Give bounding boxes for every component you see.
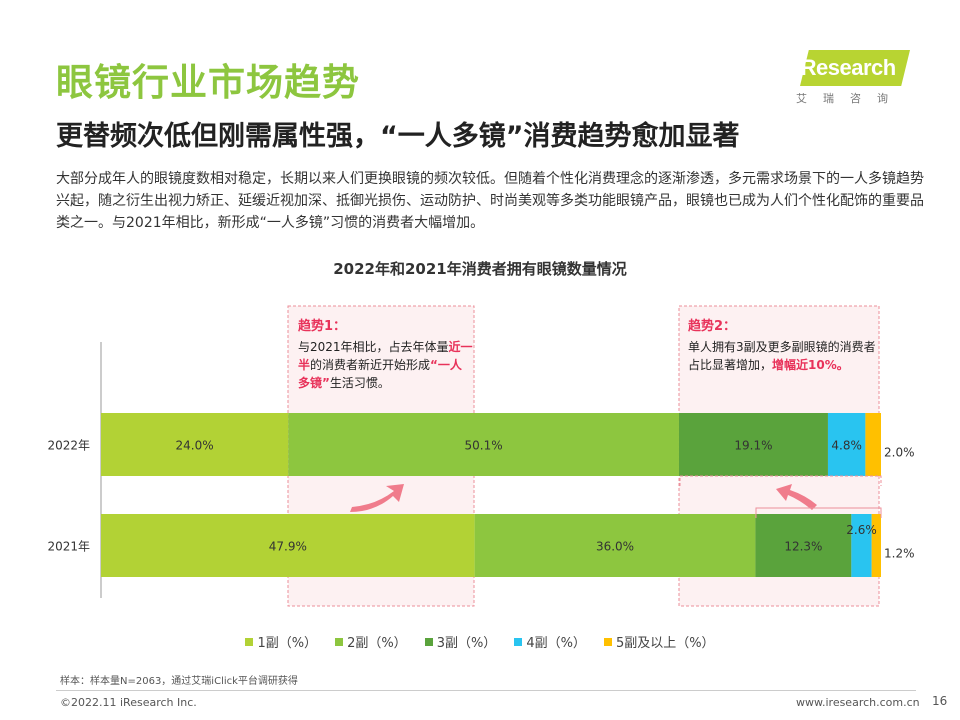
- bar-segment: [851, 514, 872, 577]
- trend1-highlight-2: “一人多镜”: [298, 358, 462, 390]
- trend1-text-2: 的消费者新近开始形成: [310, 358, 431, 372]
- trend2-callout: 趋势2： 单人拥有3副及更多副眼镜的消费者占比显著增加，增幅近10%。: [688, 318, 876, 374]
- bar-segment: [827, 413, 866, 476]
- bar-value-label: 4.8%: [831, 439, 862, 453]
- trend2-bracket-bottom: [755, 507, 882, 518]
- legend-label: 4副（%）: [526, 636, 586, 651]
- bar-segment: [101, 514, 475, 577]
- category-label: 2021年: [47, 540, 90, 554]
- website-text: www.iresearch.com.cn: [796, 696, 920, 709]
- footer-divider: [56, 690, 916, 691]
- trend1-text-3: 生活习惯。: [329, 376, 390, 390]
- logo-badge: [800, 50, 910, 86]
- bar-value-label: 47.9%: [269, 540, 307, 554]
- bar-value-label: 50.1%: [465, 439, 503, 453]
- trend1-callout: 趋势1： 与2021年相比，占去年体量近一半的消费者新近开始形成“一人多镜”生活…: [298, 318, 473, 392]
- trend2-text-1: 单人拥有3副及更多副眼镜的消费者占比显著增加，: [688, 340, 876, 372]
- legend-swatch: [245, 638, 254, 646]
- legend-swatch: [424, 638, 433, 646]
- legend-swatch: [335, 638, 344, 646]
- bar-segment: [871, 514, 881, 577]
- bar-value-label: 12.3%: [784, 540, 822, 554]
- bar-segment: [101, 413, 289, 476]
- bar-segment: [865, 413, 881, 476]
- trend2-highlight-1: 增幅近10%。: [772, 358, 849, 372]
- trend2-curved-arrow: [776, 484, 817, 510]
- copyright-text: ©2022.11 iResearch Inc.: [60, 696, 197, 709]
- trend2-heading: 趋势2：: [688, 319, 737, 334]
- bar-segment: [755, 514, 852, 577]
- trend2-body: 单人拥有3副及更多副眼镜的消费者占比显著增加，增幅近10%。: [688, 338, 876, 374]
- legend-label: 2副（%）: [347, 636, 407, 651]
- legend-swatch: [603, 638, 612, 646]
- legend-label: 1副（%）: [257, 636, 318, 651]
- legend-swatch: [514, 638, 523, 646]
- legend-label: 3副（%）: [436, 636, 497, 651]
- page-subtitle: 更替频次低但刚需属性强，“一人多镜”消费趋势愈加显著: [56, 121, 740, 152]
- trend1-heading: 趋势1：: [298, 319, 347, 334]
- trend1-curved-arrow: [350, 484, 404, 512]
- legend-item: 3副（%）: [424, 632, 497, 651]
- category-label-group: 2022年 2021年: [47, 439, 90, 554]
- intro-paragraph: 大部分成年人的眼镜度数相对稳定，长期以来人们更换眼镜的频次较低。但随着个性化消费…: [56, 171, 924, 231]
- logo-brand: iResearch: [795, 55, 896, 80]
- bar-segment: [474, 514, 756, 577]
- bar-value-label: 36.0%: [596, 540, 634, 554]
- bar-label-group: 24.0% 50.1% 19.1% 4.8% 2.0% 47.9% 36.0% 12.3% 2.…: [176, 439, 915, 561]
- legend-item: 5副及以上（%）: [603, 632, 715, 651]
- bar-segment: [678, 413, 828, 476]
- logo-subtitle: 艾瑞咨询: [796, 92, 904, 105]
- trend1-highlight-1: 近一半: [298, 340, 473, 372]
- page-number: 16: [932, 694, 948, 708]
- bar-segment: [288, 413, 679, 476]
- page-title: 眼镜行业市场趋势: [56, 61, 360, 104]
- bar-value-label: 24.0%: [176, 439, 214, 453]
- bar-value-label: 2.6%: [846, 523, 877, 537]
- bar-value-label: 1.2%: [884, 547, 915, 561]
- legend-item: 1副（%）: [245, 632, 317, 651]
- bar-value-label: 19.1%: [734, 439, 772, 453]
- sample-note: 样本：样本量N=2063，通过艾瑞iClick平台调研获得: [60, 676, 298, 687]
- legend-item: 2副（%）: [335, 632, 407, 651]
- category-label: 2022年: [47, 439, 90, 453]
- trend1-text-1: 与2021年相比，占去年体量: [298, 340, 449, 354]
- chart-title: 2022年和2021年消费者拥有眼镜数量情况: [333, 260, 627, 278]
- trend1-body: 与2021年相比，占去年体量近一半的消费者新近开始形成“一人多镜”生活习惯。: [298, 338, 473, 392]
- legend-item: 4副（%）: [514, 632, 586, 651]
- trend2-dashed-bracket-top: [679, 475, 882, 486]
- bar-value-label: 2.0%: [884, 446, 915, 460]
- chart-legend: 1副（%） 2副（%） 3副（%） 4副（%） 5副及以上（%）: [0, 632, 960, 651]
- legend-label: 5副及以上（%）: [615, 636, 715, 651]
- bar-group: [101, 413, 881, 577]
- iresearch-logo: iResearch 艾瑞咨询: [790, 50, 915, 108]
